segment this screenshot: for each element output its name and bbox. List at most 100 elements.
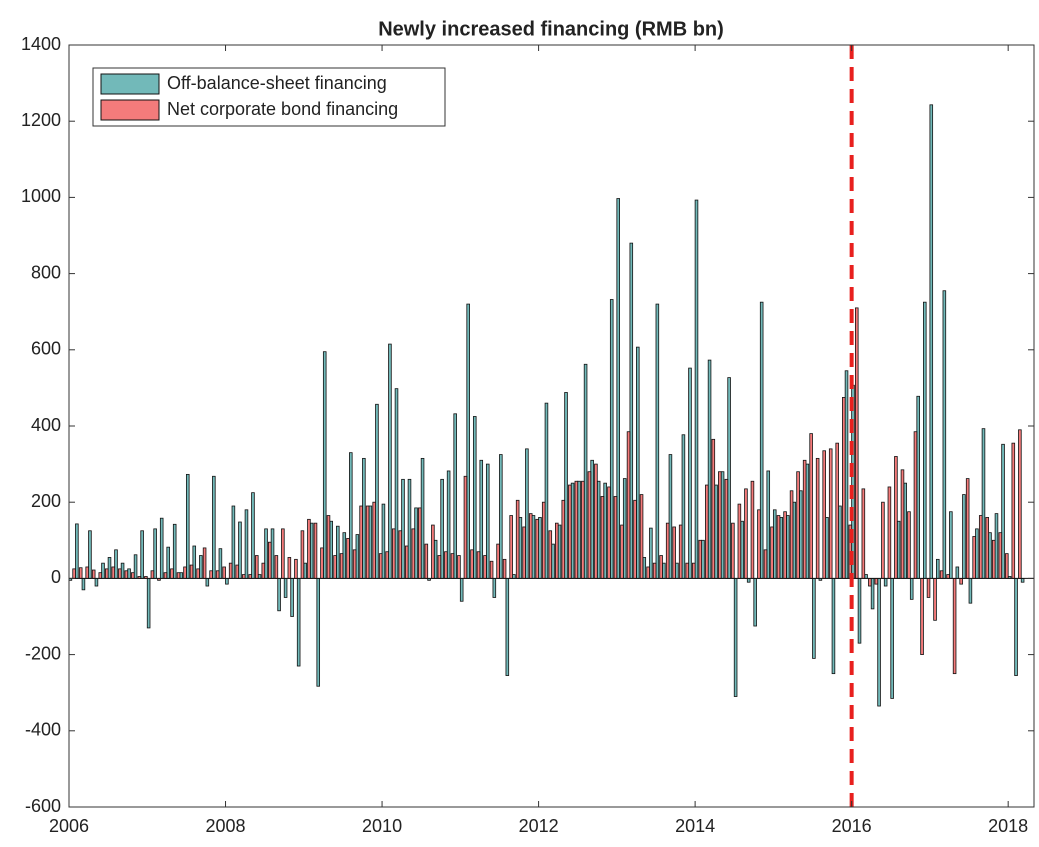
bar: [942, 290, 947, 579]
bar: [779, 517, 784, 579]
x-tick-label: 2006: [49, 816, 89, 836]
bar: [583, 363, 588, 579]
bar: [287, 557, 292, 579]
bar: [362, 457, 366, 579]
bar: [378, 553, 383, 579]
bar: [998, 532, 1003, 579]
bar: [936, 558, 940, 579]
bar: [711, 438, 716, 579]
y-tick-label: 600: [31, 339, 61, 359]
bar: [933, 578, 937, 621]
bar: [146, 578, 151, 629]
bar: [101, 562, 105, 579]
bar: [401, 478, 405, 579]
bar: [352, 549, 357, 579]
bar: [85, 566, 89, 579]
y-tick-label: -200: [25, 643, 61, 663]
bar: [192, 545, 197, 579]
bar: [646, 566, 650, 579]
bar: [222, 566, 226, 579]
bar: [196, 568, 200, 579]
bar: [770, 526, 774, 579]
bar: [802, 459, 807, 579]
bar: [988, 532, 992, 579]
chart-title: Newly increased financing (RMB bn): [378, 18, 724, 40]
bar: [342, 532, 347, 579]
bar: [962, 494, 966, 579]
bar: [639, 494, 644, 579]
bar: [838, 505, 842, 579]
bar: [296, 578, 301, 667]
bar: [596, 480, 601, 579]
x-tick-label: 2014: [675, 816, 715, 836]
bar: [81, 578, 86, 591]
bar: [496, 543, 500, 579]
bar: [861, 488, 866, 579]
bar: [698, 539, 703, 579]
bar: [414, 507, 418, 579]
y-tick-label: 200: [31, 491, 61, 511]
bar: [678, 524, 683, 579]
bar: [763, 549, 768, 579]
bar: [603, 482, 607, 579]
bar: [894, 456, 898, 579]
bar: [939, 570, 944, 579]
bar: [929, 104, 934, 579]
bar: [163, 572, 168, 579]
bar: [590, 459, 594, 579]
bar: [133, 554, 138, 579]
bar: [228, 562, 233, 579]
bar: [607, 486, 611, 579]
bar: [649, 527, 653, 579]
bar: [381, 503, 386, 579]
bar: [264, 528, 268, 579]
bar: [691, 562, 696, 579]
bar: [522, 526, 526, 579]
bar: [300, 530, 305, 579]
bar: [626, 431, 631, 579]
bar: [907, 511, 911, 579]
bar: [349, 452, 353, 579]
bar: [909, 578, 914, 600]
bar: [705, 484, 709, 579]
bar: [541, 501, 546, 579]
bar: [600, 496, 605, 579]
bar: [290, 578, 294, 617]
bar: [809, 433, 813, 579]
bar: [890, 578, 894, 699]
bar: [251, 492, 255, 579]
bar: [215, 570, 220, 579]
x-tick-label: 2008: [206, 816, 246, 836]
bar: [881, 501, 885, 579]
bar: [772, 509, 777, 579]
bar: [131, 572, 135, 579]
bar: [205, 578, 210, 587]
bar: [877, 578, 881, 707]
bar: [472, 416, 477, 579]
bar: [577, 480, 581, 579]
bar: [281, 528, 285, 579]
bar: [140, 530, 144, 579]
bar: [218, 548, 223, 579]
bar: [551, 543, 555, 579]
plot-area: [69, 45, 1034, 807]
bar: [724, 478, 729, 579]
bar: [111, 566, 116, 579]
bar: [398, 530, 403, 579]
bar: [238, 521, 242, 579]
bar: [796, 471, 800, 579]
bar: [759, 301, 764, 579]
bar: [440, 478, 444, 579]
bar: [620, 524, 624, 579]
bar: [672, 526, 676, 579]
bar: [920, 578, 924, 656]
bar: [394, 388, 399, 579]
bar: [688, 367, 692, 579]
bar: [733, 578, 738, 697]
bar: [518, 517, 523, 579]
bar: [170, 568, 174, 579]
bar: [418, 507, 422, 579]
bar: [235, 564, 239, 579]
bar: [740, 520, 744, 579]
